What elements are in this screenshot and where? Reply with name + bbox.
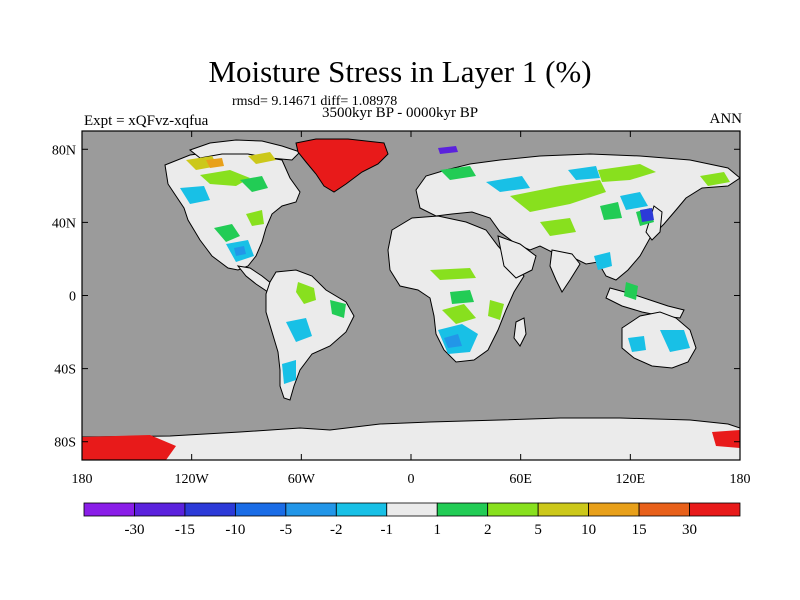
- colorbar-label: 10: [581, 522, 596, 538]
- japan-islands: [645, 205, 663, 241]
- africa-landmass: [387, 215, 525, 363]
- x-tick-label: 120E: [616, 472, 646, 487]
- australia-landmass: [621, 311, 697, 369]
- colorbar-label: 5: [534, 522, 542, 538]
- colorbar-swatch: [537, 502, 590, 517]
- arctic-islands: [188, 139, 301, 161]
- x-tick-label: 60E: [509, 472, 532, 487]
- colorbar-label: -15: [175, 522, 195, 538]
- strong-positive-anomaly-patches: [186, 152, 276, 170]
- colorbar-swatch: [234, 502, 287, 517]
- land-layer: [82, 138, 740, 460]
- colorbar-swatch: [487, 502, 539, 517]
- india-landmass: [549, 249, 581, 293]
- positive-anomaly-patches: [200, 164, 730, 324]
- colorbar-swatch: [436, 502, 489, 517]
- colorbar-label: 2: [484, 522, 492, 538]
- colorbar-label: -1: [381, 522, 394, 538]
- north-america-landmass: [164, 149, 301, 271]
- experiment-label: Expt = xQFvz-xqfua: [84, 113, 209, 129]
- colorbar-swatch: [588, 502, 640, 517]
- colorbar-swatch: [386, 502, 438, 517]
- y-tick-label: 80N: [52, 143, 76, 158]
- period-label: 3500kyr BP - 0000kyr BP: [321, 105, 479, 121]
- colorbar-swatch: [285, 502, 337, 517]
- colorbar-swatch: [689, 502, 741, 517]
- colorbar-swatch: [184, 502, 236, 517]
- x-tick-label: 0: [408, 472, 415, 487]
- x-tick-label: 60W: [288, 472, 316, 487]
- antarctica-landmass: [82, 417, 740, 460]
- y-tick-label: 0: [69, 290, 76, 305]
- negative-anomaly-patches: [180, 146, 690, 384]
- greenland-landmass: [295, 138, 389, 193]
- colorbar: -30 -15 -10 -5 -2 -1 1 2 5 10 15 30: [83, 502, 741, 538]
- colorbar-swatch: [83, 502, 135, 517]
- axis-ticks: 180 120W 60W 0 60E 120E 180 80N 40N 0 40S 80S: [52, 131, 751, 487]
- map-title: Moisture Stress in Layer 1 (%): [208, 54, 592, 89]
- colorbar-swatch: [638, 502, 690, 517]
- colorbar-label: -30: [124, 522, 144, 538]
- antarctic-anomaly-strips: [82, 430, 740, 460]
- x-tick-label: 180: [730, 472, 751, 487]
- colorbar-label: 1: [433, 522, 441, 538]
- x-tick-label: 180: [72, 472, 93, 487]
- colorbar-label: -10: [225, 522, 245, 538]
- colorbar-swatch: [134, 502, 186, 517]
- season-label: ANN: [709, 111, 743, 127]
- colorbar-swatch: [335, 502, 388, 517]
- arabia-landmass: [497, 235, 537, 279]
- colorbar-label: 15: [632, 522, 647, 538]
- colorbar-label: -2: [330, 522, 343, 538]
- madagascar-landmass: [513, 317, 527, 347]
- rmsd-diff-label: rmsd= 9.14671 diff= 1.08978: [232, 94, 398, 109]
- colorbar-label: -5: [280, 522, 293, 538]
- colorbar-label: 30: [682, 522, 697, 538]
- y-tick-label: 40N: [52, 216, 76, 231]
- y-tick-label: 80S: [54, 436, 76, 451]
- y-tick-label: 40S: [54, 363, 76, 378]
- x-tick-label: 120W: [175, 472, 210, 487]
